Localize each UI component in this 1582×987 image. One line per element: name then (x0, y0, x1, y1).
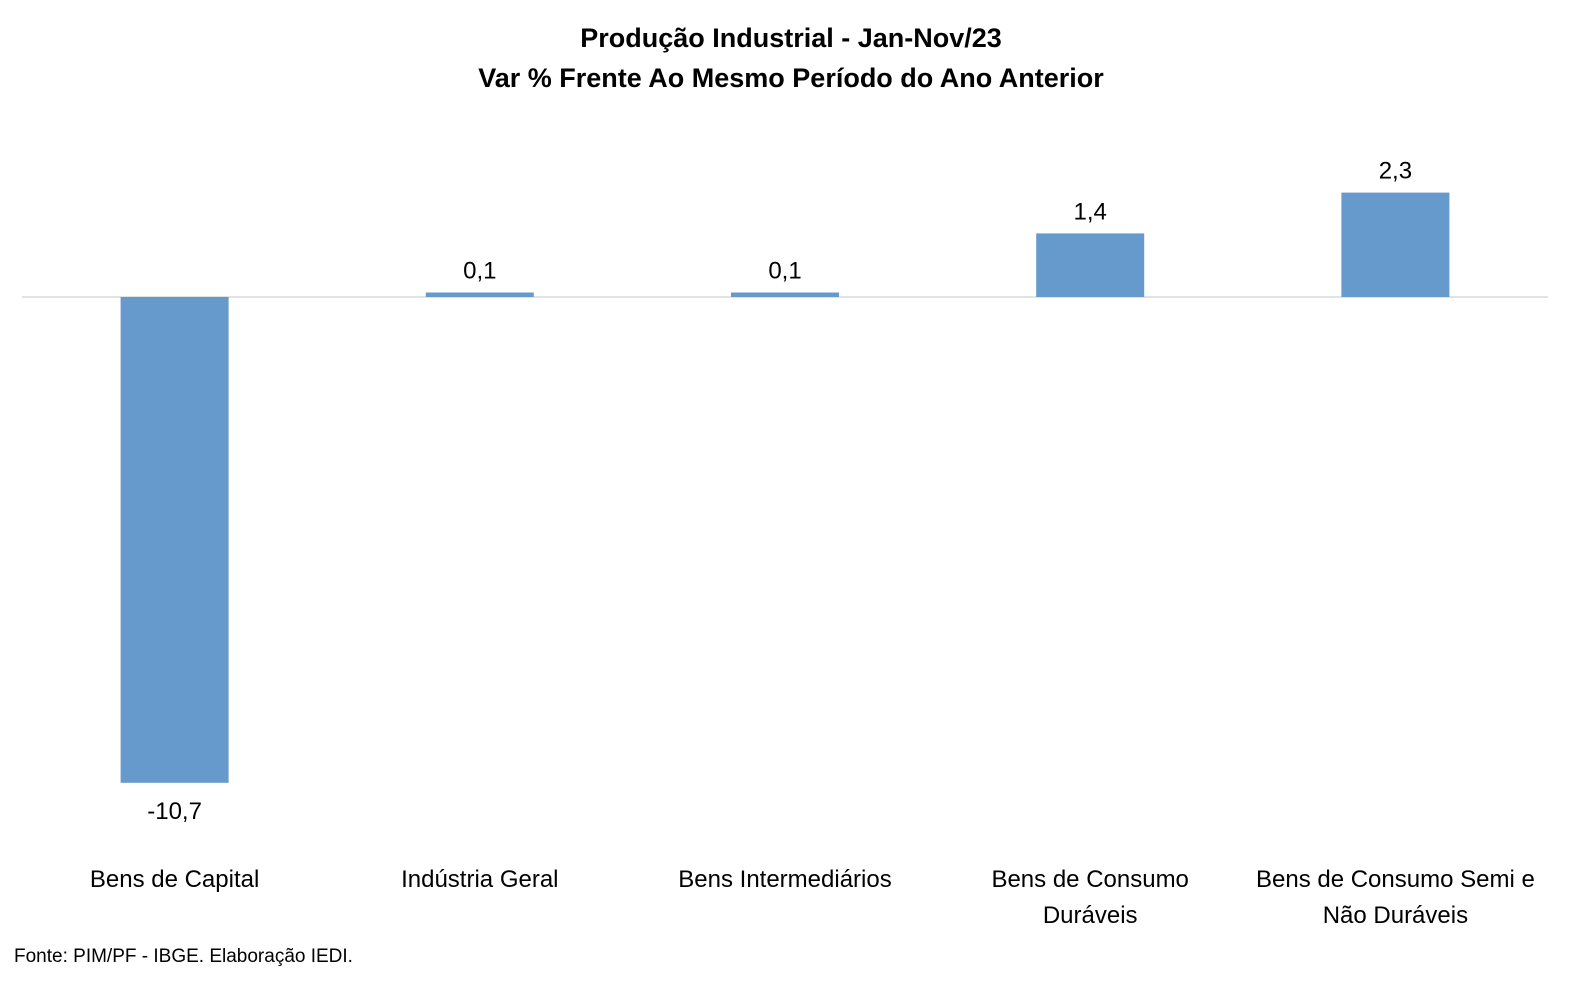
bar (120, 297, 229, 783)
chart-title-block: Produção Industrial - Jan-Nov/23 Var % F… (0, 18, 1582, 98)
category-label: Indústria Geral (320, 862, 640, 898)
chart-subtitle: Var % Frente Ao Mesmo Período do Ano Ant… (478, 63, 1104, 93)
data-label: 2,3 (1379, 158, 1412, 185)
data-label: -10,7 (147, 798, 202, 825)
category-label: Bens de Capital (15, 862, 335, 898)
bar (1341, 192, 1450, 297)
bar (425, 292, 534, 297)
category-label-line: Indústria Geral (401, 866, 559, 893)
category-label-line: Bens de Capital (89, 866, 260, 893)
category-label: Bens Intermediários (625, 862, 945, 898)
bar (731, 292, 839, 297)
category-label-line: Bens Intermediários (678, 866, 892, 893)
data-label: 0,1 (768, 258, 801, 285)
source-note: Fonte: PIM/PF - IBGE. Elaboração IEDI. (14, 946, 353, 967)
category-label: Bens de Consumo Duráveis (930, 862, 1250, 934)
data-label: 0,1 (463, 258, 496, 285)
bar (1036, 233, 1145, 297)
chart-title: Produção Industrial - Jan-Nov/23 (580, 23, 1002, 53)
category-label-line: Duráveis (1042, 902, 1138, 929)
category-label: Bens de Consumo Semi e Não Duráveis (1235, 862, 1555, 934)
data-label: 1,4 (1074, 198, 1107, 225)
category-label-line: Bens de Consumo Semi e (1255, 866, 1535, 893)
category-label-line: Bens de Consumo (991, 866, 1189, 893)
category-label-line: Não Duráveis (1322, 902, 1469, 929)
